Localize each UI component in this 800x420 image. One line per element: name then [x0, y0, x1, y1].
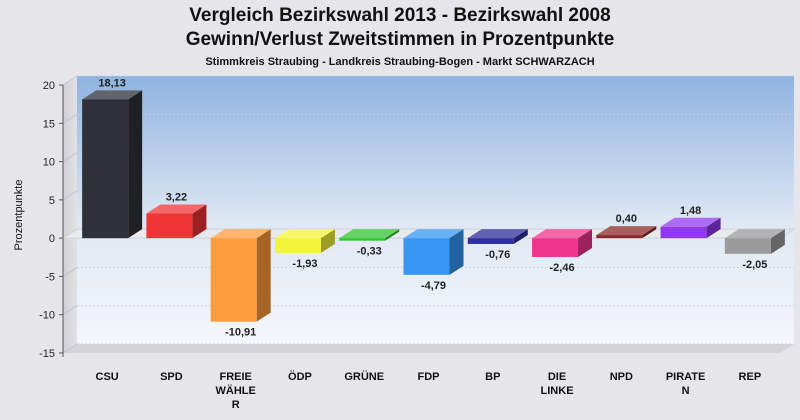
bar-top [724, 229, 785, 239]
chart-floor [63, 344, 794, 353]
chart-subtitle-main: Gewinn/Verlust Zweitstimmen in Prozentpu… [185, 29, 615, 50]
x-tick-label: CSU [96, 371, 119, 383]
y-tick-label: 0 [49, 233, 55, 245]
y-tick-label: 15 [43, 118, 55, 130]
data-label: -1,93 [292, 258, 317, 270]
data-label: 0,40 [616, 213, 637, 225]
x-tick-label: FDP [418, 371, 440, 383]
bar [146, 213, 193, 239]
bar-top [532, 229, 593, 239]
gridline-side [62, 343, 78, 354]
x-tick-label: FREIE [219, 371, 251, 383]
x-tick-label: LINKE [541, 385, 574, 397]
x-tick-label: DIE [548, 371, 566, 383]
x-tick-label: NPD [610, 371, 633, 383]
bar-top [210, 229, 271, 239]
x-tick-label: R [232, 399, 240, 411]
bar [724, 238, 771, 254]
bar [82, 99, 129, 239]
bar [339, 238, 386, 241]
data-label: -4,79 [421, 280, 446, 292]
bar-side [128, 90, 143, 239]
bar-top [146, 204, 207, 214]
bar-side [385, 229, 400, 241]
gridline-side [62, 152, 78, 162]
y-tick-label: -5 [45, 271, 55, 283]
x-tick-label: N [682, 385, 690, 397]
bar-top [660, 217, 721, 227]
data-label: 18,13 [98, 77, 126, 89]
gridline-side [62, 75, 78, 86]
x-tick-label: REP [739, 371, 762, 383]
bar-side [770, 229, 785, 254]
bar-side [706, 217, 721, 239]
bar-top [596, 226, 657, 236]
bar-top [339, 229, 400, 239]
data-label: -2,05 [742, 259, 767, 271]
x-tick-label: SPD [160, 371, 183, 383]
bar [660, 226, 707, 239]
data-label: -0,33 [357, 246, 382, 258]
bar-top [467, 229, 528, 239]
y-tick-label: -10 [39, 310, 55, 322]
data-label: -0,76 [485, 249, 510, 261]
y-tick-label: -15 [39, 348, 55, 360]
x-tick-label: ÖDP [288, 370, 312, 383]
bar-side [513, 229, 528, 244]
bar-top [403, 229, 464, 239]
bar [532, 238, 579, 257]
bar-side [642, 226, 657, 239]
chart-subtitle: Stimmkreis Straubing - Landkreis Straubi… [205, 56, 595, 68]
x-tick-label: BP [485, 371, 500, 383]
data-label: -10,91 [225, 327, 256, 339]
chart-title: Vergleich Bezirkswahl 2013 - Bezirkswahl… [189, 5, 611, 26]
bar-side [578, 229, 593, 257]
bar-side [192, 204, 207, 239]
bar-top [82, 90, 143, 100]
x-tick-label: PIRATE [666, 371, 706, 383]
bar [274, 238, 321, 253]
bar-side [256, 229, 271, 322]
bar-top [274, 229, 335, 239]
bar-side [320, 229, 335, 253]
x-tick-label: GRÜNE [344, 370, 384, 383]
x-tick-label: WÄHLE [216, 384, 256, 397]
data-label: 3,22 [166, 191, 187, 203]
bar-side [449, 229, 464, 275]
gridline-side [62, 305, 78, 316]
gridline-side [62, 113, 78, 124]
y-tick-label: 5 [49, 195, 55, 207]
bar [210, 238, 257, 322]
gridline-side [62, 267, 78, 277]
data-label: -2,46 [550, 262, 575, 274]
bar [467, 238, 514, 244]
bar [596, 235, 643, 239]
gridline-side [62, 190, 78, 201]
data-label: 1,48 [680, 205, 701, 217]
y-tick-label: 10 [43, 157, 55, 169]
y-tick-label: 20 [43, 80, 55, 92]
chart-side-wall [63, 76, 77, 353]
chart-title-block: Vergleich Bezirkswahl 2013 - Bezirkswahl… [0, 4, 800, 70]
y-axis-label: Prozentpunkte [13, 180, 25, 251]
bar [403, 238, 450, 275]
